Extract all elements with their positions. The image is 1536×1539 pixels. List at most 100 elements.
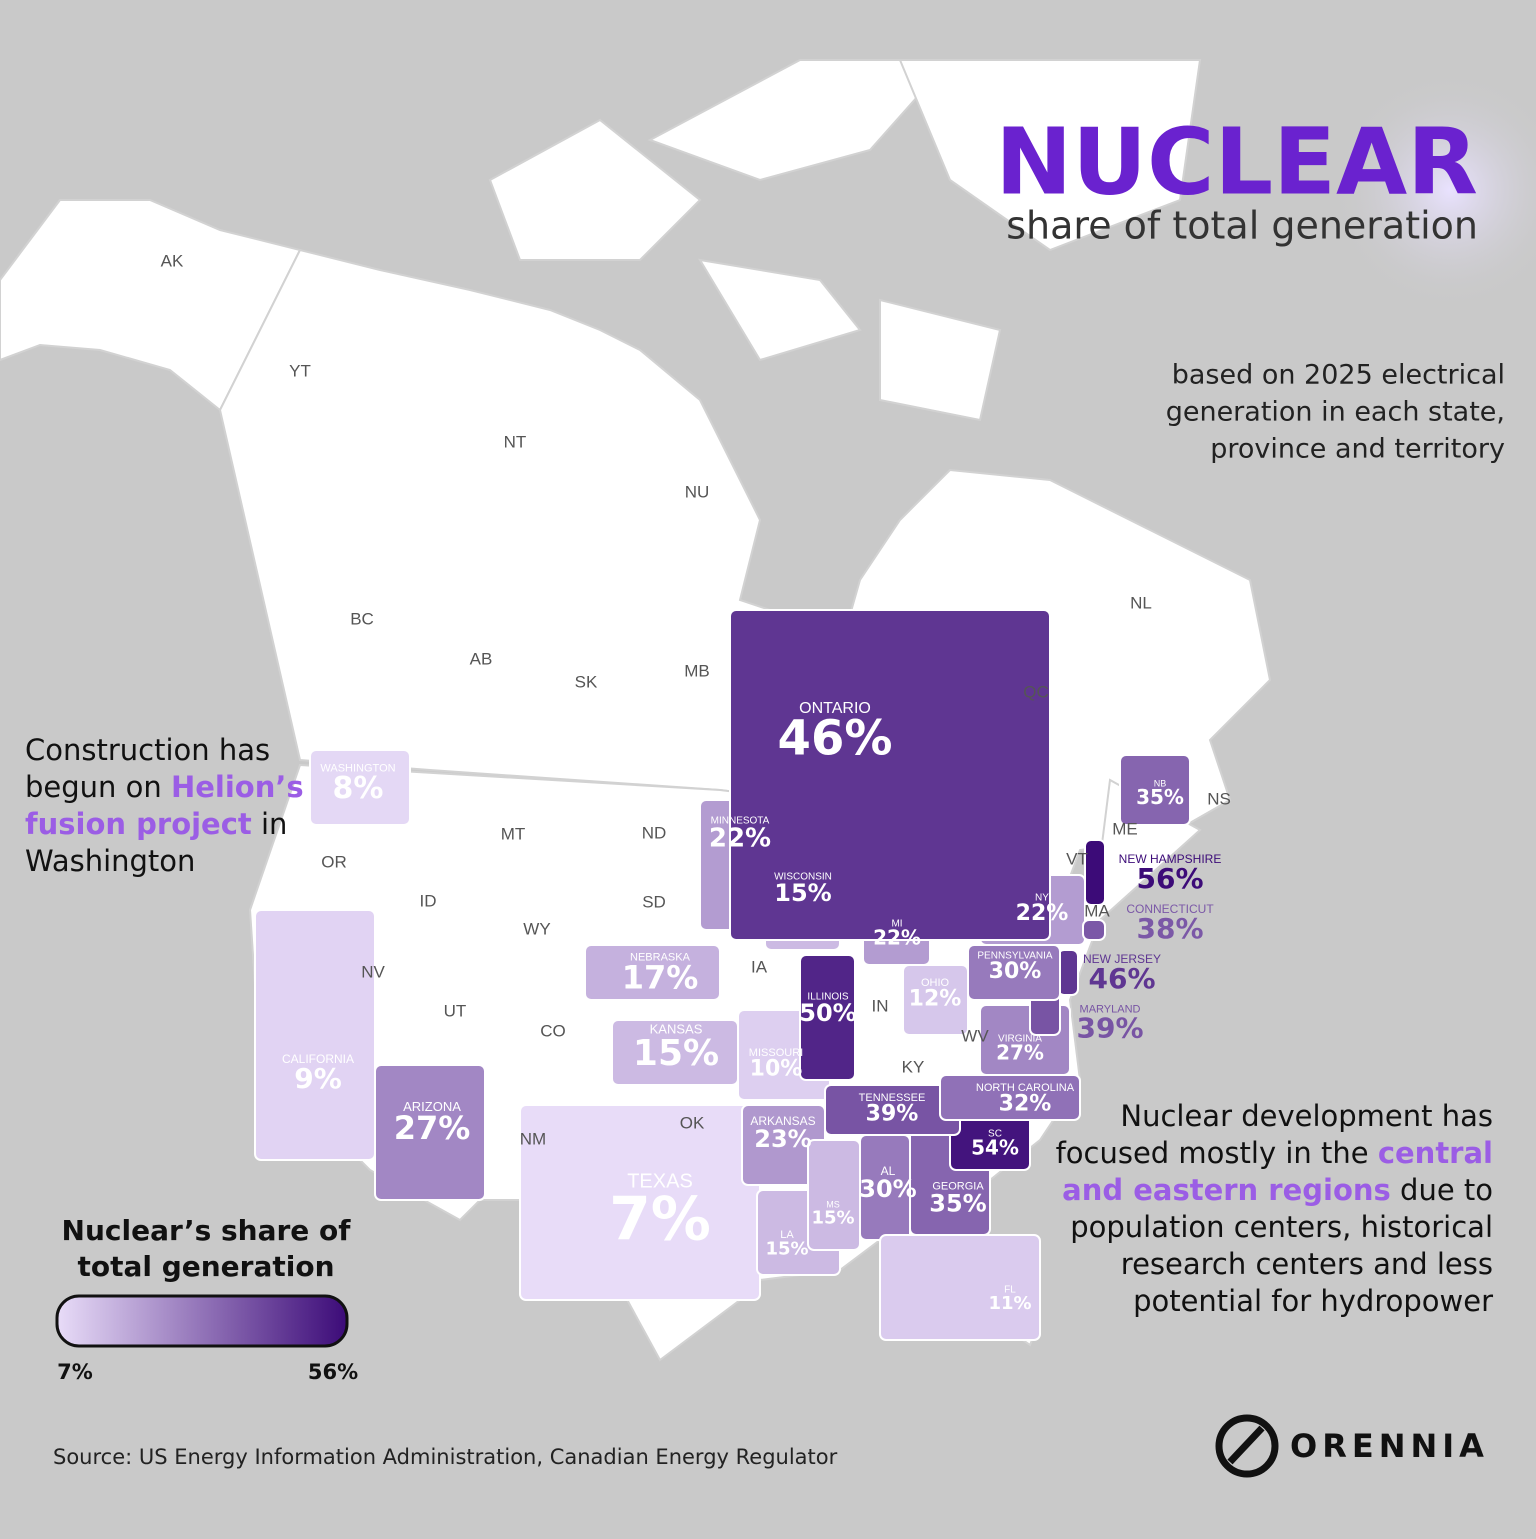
region-abbr: NT xyxy=(504,432,527,451)
region-abbr: YT xyxy=(289,361,311,380)
note-text: due to xyxy=(1391,1173,1493,1207)
region-name: CALIFORNIA xyxy=(282,1052,354,1066)
region-value: 22% xyxy=(1016,901,1069,926)
note-text: Nuclear development has xyxy=(1120,1099,1493,1133)
region-name: NEBRASKA xyxy=(630,951,691,963)
region-abbr: KY xyxy=(902,1057,925,1076)
greenland xyxy=(898,59,1202,252)
note-text: potential for hydropower xyxy=(1133,1284,1493,1318)
logo: ORENNIA xyxy=(1215,1414,1484,1478)
legend-tick-label: 7% xyxy=(57,1360,93,1384)
region-name: NEW JERSEY xyxy=(1083,952,1161,966)
region-shape xyxy=(309,749,411,826)
region-name: MI xyxy=(891,919,902,930)
note-line: and eastern regions due to xyxy=(1062,1173,1493,1207)
region-name: TEXAS xyxy=(627,1170,693,1192)
region-name: AL xyxy=(881,1164,896,1178)
region-name: VIRGINIA xyxy=(998,1034,1042,1045)
region-name: SC xyxy=(988,1129,1002,1140)
region-value: 15% xyxy=(765,1238,808,1259)
region-value: 22% xyxy=(709,824,771,854)
region-shape xyxy=(807,1139,861,1251)
region-value: 7% xyxy=(609,1185,711,1255)
region-name: NY xyxy=(1035,893,1049,904)
region-abbr: NU xyxy=(685,482,710,501)
region-value: 39% xyxy=(1076,1011,1143,1044)
region-shape xyxy=(902,964,969,1036)
region-value: 30% xyxy=(859,1175,916,1203)
region-value: 27% xyxy=(394,1109,471,1147)
region-value: 38% xyxy=(1136,912,1203,945)
region-value: 35% xyxy=(1136,785,1184,809)
note-text: research centers and less xyxy=(1121,1247,1493,1281)
logo-icon xyxy=(1215,1414,1279,1478)
region-value: 8% xyxy=(333,771,384,806)
region-name: MS xyxy=(826,1199,840,1209)
region-name: ONTARIO xyxy=(799,700,871,717)
region-abbr: UT xyxy=(444,1001,467,1020)
note-text: population centers, historical xyxy=(1070,1210,1493,1244)
region-abbr: AK xyxy=(161,251,184,270)
region-value: 56% xyxy=(1136,862,1203,895)
region-name: ARKANSAS xyxy=(750,1114,815,1128)
note-line: focused mostly in the central xyxy=(1056,1136,1493,1170)
region-name: WASHINGTON xyxy=(320,762,395,774)
island xyxy=(879,298,1002,422)
region-abbr: CO xyxy=(540,1021,566,1040)
note-line: potential for hydropower xyxy=(1133,1284,1493,1318)
region-abbr: VT xyxy=(1066,849,1088,868)
region-abbr: ND xyxy=(642,823,667,842)
note-text: focused mostly in the xyxy=(1056,1136,1378,1170)
region-shape xyxy=(374,1064,486,1201)
region-value: 22% xyxy=(873,926,921,950)
region-value: 15% xyxy=(774,879,831,907)
region-abbr: OK xyxy=(680,1113,705,1132)
region-value: 35% xyxy=(929,1189,986,1217)
region-abbr: IN xyxy=(872,996,889,1015)
note-line: begun on Helion’s xyxy=(25,770,304,804)
region-abbr: QC xyxy=(1023,682,1049,701)
note-line: research centers and less xyxy=(1121,1247,1493,1281)
note-line: Construction has xyxy=(25,733,270,767)
subtitle: share of total generation xyxy=(1006,204,1478,248)
region-shape xyxy=(1084,839,1106,906)
region-value: 9% xyxy=(294,1062,342,1095)
region-shape xyxy=(584,944,721,1001)
region-shape xyxy=(879,1234,1041,1341)
island xyxy=(647,59,953,182)
atom-glow xyxy=(1330,70,1536,310)
region-abbr: NL xyxy=(1130,593,1152,612)
region-name: OHIO xyxy=(921,977,950,989)
region-value: 23% xyxy=(754,1125,811,1153)
basis-line: generation in each state, xyxy=(1166,397,1505,428)
region-name: ARIZONA xyxy=(403,1099,461,1114)
island xyxy=(488,118,702,261)
region-name: GEORGIA xyxy=(932,1181,984,1193)
note-line: Washington xyxy=(25,844,195,878)
title: NUCLEAR xyxy=(995,108,1478,215)
region-name: NORTH CAROLINA xyxy=(976,1082,1075,1094)
region-value: 11% xyxy=(988,1293,1031,1314)
region-abbr: IA xyxy=(751,957,768,976)
region-value: 15% xyxy=(811,1208,854,1229)
legend-title: total generation xyxy=(77,1250,334,1283)
region-shape xyxy=(729,609,1051,941)
region-value: 50% xyxy=(799,999,856,1027)
region-name: MINNESOTA xyxy=(711,815,770,826)
region-shape xyxy=(254,909,376,1161)
region-value: 30% xyxy=(989,959,1042,984)
region-value: 54% xyxy=(971,1136,1019,1160)
region-abbr: SK xyxy=(575,672,598,691)
region-value: 17% xyxy=(622,958,699,996)
region-name: TENNESSEE xyxy=(859,1092,926,1104)
region-name: MARYLAND xyxy=(1080,1004,1141,1016)
basis-line: province and territory xyxy=(1210,434,1505,465)
regions xyxy=(254,609,1191,1341)
legend-title: Nuclear’s share of xyxy=(62,1214,352,1247)
region-value: 39% xyxy=(866,1101,919,1126)
